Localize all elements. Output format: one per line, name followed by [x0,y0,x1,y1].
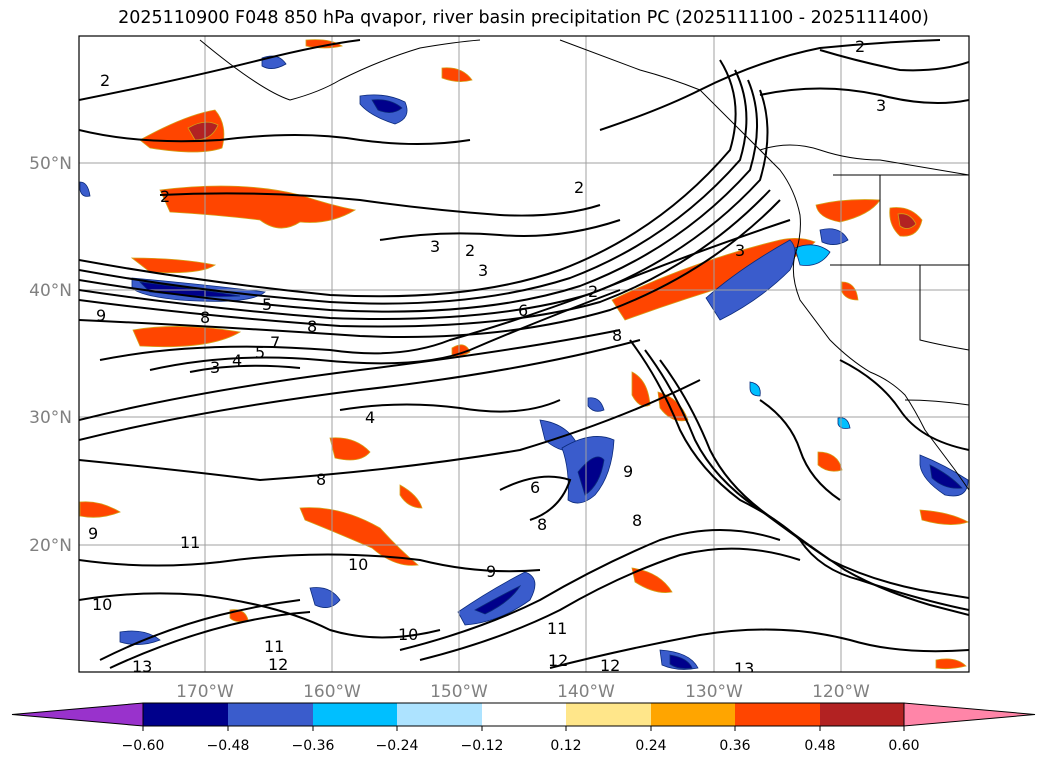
coastlines [199,39,969,491]
contour-label: 3 [430,237,440,256]
colorbar-tick-label: −0.24 [376,738,419,754]
colorbar-tick-label: 0.48 [804,738,835,754]
colorbar-segment [651,703,735,726]
contour-label: 10 [398,625,418,644]
contour-label: 2 [100,71,110,90]
lon-label: 140°W [557,682,615,702]
contour-label: 11 [264,637,284,656]
lon-label: 170°W [176,682,234,702]
colorbar-outline [142,702,905,727]
colorbar-tick-label: 0.12 [550,738,581,754]
colorbar-extend-low [11,702,144,727]
contour-label: 9 [623,462,633,481]
contour-label: 8 [307,317,317,336]
colorbar-segment [482,703,566,726]
colorbar-segment [143,703,228,726]
contour-label: 13 [132,657,152,676]
contour-label: 2 [855,37,865,56]
colorbar-tick-label: −0.48 [207,738,250,754]
lat-label: 30°N [29,408,72,428]
contour-label: 9 [486,562,496,581]
latitude-labels: 50°N 40°N 30°N 20°N [29,154,72,556]
lat-label: 20°N [29,536,72,556]
map-title: 2025110900 F048 850 hPa qvapor, river ba… [118,8,929,28]
contour-label: 8 [632,511,642,530]
contour-label: 12 [548,651,568,670]
contour-label: 2 [465,241,475,260]
contour-label: 10 [348,555,368,574]
lat-label: 40°N [29,281,72,301]
contour-label: 4 [232,351,242,370]
lon-label: 120°W [812,682,870,702]
colorbar-tick-label: 0.60 [888,738,919,754]
colorbar-tick-label: −0.60 [122,738,165,754]
contour-label: 2 [588,282,598,301]
contour-label: 11 [180,533,200,552]
contour-label: 9 [96,306,106,325]
map-frame [78,35,970,673]
contour-label: 5 [262,295,272,314]
contour-label: 7 [270,333,280,352]
map-plot-area [79,36,969,672]
lon-label: 150°W [430,682,488,702]
colorbar-tick-label: 0.24 [635,738,666,754]
contour-label: 3 [478,261,488,280]
lon-label: 130°W [685,682,743,702]
contour-label: 6 [518,301,528,320]
longitude-labels: 170°W 160°W 150°W 140°W 130°W 120°W [176,682,870,702]
colorbar-segment [735,703,820,726]
colorbar-tick-label: 0.36 [719,738,750,754]
colorbar: −0.60 −0.48 −0.36 −0.24 −0.12 0.12 0.24 … [11,702,1036,754]
contour-label: 2 [160,187,170,206]
contour-label: 3 [210,358,220,377]
colorbar-segment [566,703,651,726]
negative-pc-patches [79,55,969,670]
contour-label: 5 [255,343,265,362]
contour-label: 10 [92,595,112,614]
qvapor-contours [79,39,969,669]
contour-label: 13 [734,659,754,678]
contour-label: 11 [547,619,567,638]
contour-label: 8 [537,515,547,534]
contour-label: 3 [735,241,745,260]
contour-labels: 2 2 2 2 2 2 3 3 3 3 3 4 4 5 5 6 6 7 8 8 … [88,37,886,678]
colorbar-extend-high [903,702,1036,727]
contour-label: 12 [268,655,288,674]
colorbar-segment [820,703,904,726]
colorbar-segment [313,703,397,726]
colorbar-segment [228,703,313,726]
contour-label: 12 [600,656,620,675]
colorbar-tick-label: −0.12 [461,738,504,754]
contour-label: 8 [200,308,210,327]
colorbar-tick-label: −0.36 [292,738,335,754]
contour-label: 9 [88,524,98,543]
contour-label: 2 [574,178,584,197]
contour-label: 6 [530,478,540,497]
colorbar-segment [397,703,482,726]
lon-label: 160°W [303,682,361,702]
contour-label: 8 [612,326,622,345]
lat-label: 50°N [29,154,72,174]
contour-label: 8 [316,470,326,489]
contour-label: 4 [365,408,375,427]
contour-label: 3 [876,96,886,115]
